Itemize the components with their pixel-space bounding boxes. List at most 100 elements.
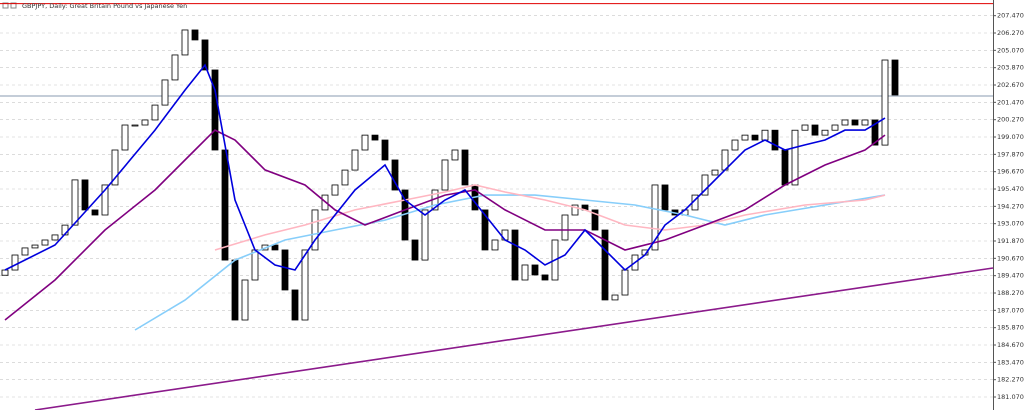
- moving-average-line: [4, 63, 886, 272]
- candle-body: [81, 179, 89, 211]
- candle-body: [751, 134, 759, 141]
- chart-title: GBPJPY, Daily: Great Britain Pound vs Ja…: [22, 2, 187, 10]
- candle-body: [441, 159, 449, 191]
- y-tick-label: 197.870: [997, 150, 1024, 158]
- candle-body: [331, 184, 339, 196]
- candle-body: [741, 134, 749, 141]
- candle-body: [251, 249, 259, 281]
- candle-body: [531, 264, 539, 276]
- candle-body: [271, 244, 279, 251]
- candle-body: [611, 294, 619, 301]
- candle-body: [311, 209, 319, 251]
- candle-body: [71, 179, 79, 226]
- candle-body: [761, 129, 769, 141]
- y-tick-label: 184.670: [997, 341, 1024, 349]
- candle-body: [411, 239, 419, 261]
- y-tick-label: 193.070: [997, 220, 1024, 228]
- y-tick-label: 182.270: [997, 376, 1024, 384]
- candle-body: [701, 174, 709, 196]
- moving-average-line: [4, 129, 886, 321]
- candle-body: [391, 159, 399, 191]
- y-tick-label: 188.270: [997, 289, 1024, 297]
- y-tick-label: 183.470: [997, 358, 1024, 366]
- y-tick-label: 200.270: [997, 116, 1024, 124]
- candle-body: [811, 124, 819, 136]
- candle-body: [151, 104, 159, 121]
- candle-body: [281, 249, 289, 291]
- candle-body: [661, 184, 669, 211]
- candle-body: [841, 119, 849, 126]
- candle-body: [591, 209, 599, 231]
- moving-average-line: [34, 267, 994, 410]
- candle-body: [341, 169, 349, 186]
- y-tick-label: 203.870: [997, 64, 1024, 72]
- candle-body: [1, 269, 9, 276]
- candle-body: [561, 214, 569, 241]
- candle-body: [161, 79, 169, 106]
- candle-body: [851, 119, 859, 126]
- candle-body: [241, 279, 249, 321]
- candle-body: [651, 184, 659, 251]
- candle-body: [41, 239, 49, 246]
- candle-body: [191, 29, 199, 41]
- candle-body: [51, 234, 59, 241]
- candle-body: [91, 209, 99, 216]
- candle-body: [451, 149, 459, 161]
- y-tick-label: 195.470: [997, 185, 1024, 193]
- candle-body: [791, 129, 799, 186]
- chart-icon: [10, 2, 17, 9]
- candle-body: [101, 184, 109, 216]
- candle-body: [11, 254, 19, 271]
- candle-body: [601, 229, 609, 301]
- candle-body: [421, 209, 429, 261]
- y-tick-label: 181.070: [997, 393, 1024, 401]
- candle-body: [861, 119, 869, 126]
- y-tick-label: 205.070: [997, 46, 1024, 54]
- candle-body: [131, 124, 139, 127]
- candle-body: [181, 29, 189, 56]
- chart-icon: [2, 2, 9, 9]
- y-tick-label: 189.470: [997, 272, 1024, 280]
- candle-body: [141, 119, 149, 126]
- candle-body: [361, 134, 369, 151]
- candle-body: [541, 274, 549, 281]
- candle-body: [121, 124, 129, 151]
- candle-body: [801, 124, 809, 131]
- y-tick-label: 185.870: [997, 324, 1024, 332]
- candle-body: [891, 59, 899, 96]
- candle-body: [821, 129, 829, 136]
- y-tick-label: 206.270: [997, 29, 1024, 37]
- moving-average-line: [134, 194, 886, 331]
- candle-body: [781, 149, 789, 186]
- candle-body: [461, 149, 469, 186]
- moving-average-line: [214, 184, 886, 251]
- y-tick-label: 201.470: [997, 98, 1024, 106]
- candle-body: [231, 259, 239, 321]
- candle-body: [831, 124, 839, 131]
- candle-body: [491, 239, 499, 251]
- candle-body: [621, 269, 629, 296]
- candle-body: [171, 54, 179, 81]
- y-tick-label: 194.270: [997, 202, 1024, 210]
- candle-body: [351, 149, 359, 171]
- candle-body: [201, 39, 209, 71]
- y-tick-label: 207.470: [997, 12, 1024, 20]
- candle-body: [301, 249, 309, 321]
- candle-body: [111, 149, 119, 186]
- y-tick-label: 202.670: [997, 81, 1024, 89]
- plot: 207.470 206.270 205.070 203.870 202.670 201.4…: [0, 3, 1024, 410]
- candle-body: [371, 134, 379, 141]
- y-tick-label: 199.070: [997, 133, 1024, 141]
- y-tick-label: 196.670: [997, 168, 1024, 176]
- candle-body: [521, 264, 529, 281]
- candle-body: [21, 247, 29, 256]
- candle-body: [211, 69, 219, 151]
- candle-body: [221, 149, 229, 261]
- candle-body: [771, 129, 779, 151]
- y-tick-label: 190.670: [997, 254, 1024, 262]
- candle-body: [511, 229, 519, 281]
- candle-body: [291, 289, 299, 321]
- candle-body: [381, 139, 389, 161]
- y-tick-label: 187.070: [997, 306, 1024, 314]
